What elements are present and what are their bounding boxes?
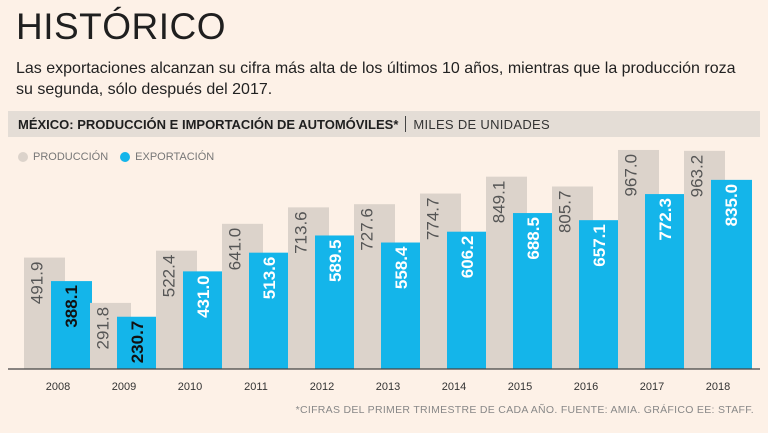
data-label-export-2015: 688.5 — [524, 217, 543, 260]
chart-units: MILES DE UNIDADES — [413, 116, 550, 132]
data-label-production-2016: 805.7 — [556, 191, 575, 234]
bar-export-2017 — [645, 194, 686, 369]
data-label-production-2011: 641.0 — [226, 228, 245, 271]
data-label-export-2016: 657.1 — [590, 224, 609, 267]
data-label-export-2012: 589.5 — [326, 239, 345, 282]
page-subtitle: Las exportaciones alcanzan su cifra más … — [16, 60, 736, 98]
x-tick-label-2009: 2009 — [112, 381, 136, 393]
x-tick-label-2016: 2016 — [574, 381, 598, 393]
bar-export-2009 — [117, 316, 158, 369]
legend-item-export: EXPORTACIÓN — [120, 151, 214, 163]
data-label-production-2008: 491.9 — [28, 262, 47, 305]
chart-header-divider — [405, 116, 407, 132]
page-title: HISTÓRICO — [16, 6, 227, 47]
data-label-export-2018: 835.0 — [722, 184, 741, 227]
legend-label-production: PRODUCCIÓN — [33, 151, 109, 163]
data-label-export-2008: 388.1 — [62, 285, 81, 328]
x-tick-label-2011: 2011 — [244, 381, 268, 393]
bar-export-2010 — [183, 271, 224, 369]
x-tick-label-2012: 2012 — [310, 381, 334, 393]
data-label-export-2011: 513.6 — [260, 257, 279, 300]
chart-legend: PRODUCCIÓN EXPORTACIÓN — [18, 151, 226, 163]
bar-export-2016 — [579, 220, 620, 369]
data-label-production-2012: 713.6 — [292, 211, 311, 254]
x-tick-label-2008: 2008 — [46, 381, 70, 393]
data-label-export-2013: 558.4 — [392, 246, 411, 289]
bar-export-2012 — [315, 235, 356, 369]
data-label-export-2014: 606.2 — [458, 236, 477, 279]
legend-swatch-production — [18, 152, 28, 162]
bar-export-2018 — [711, 179, 752, 369]
bar-export-2008 — [51, 281, 92, 369]
data-label-production-2013: 727.6 — [358, 208, 377, 251]
bar-export-2014 — [447, 231, 488, 369]
data-label-production-2010: 522.4 — [160, 255, 179, 298]
x-tick-label-2018: 2018 — [706, 381, 730, 393]
bar-export-2015 — [513, 213, 554, 369]
bar-export-2013 — [381, 242, 422, 369]
data-label-production-2009: 291.8 — [94, 307, 113, 350]
x-tick-label-2013: 2013 — [376, 381, 400, 393]
data-label-production-2014: 774.7 — [424, 198, 443, 241]
x-tick-label-2015: 2015 — [508, 381, 532, 393]
chart-header: MÉXICO: PRODUCCIÓN E IMPORTACIÓN DE AUTO… — [8, 111, 760, 137]
data-label-export-2009: 230.7 — [128, 321, 147, 364]
data-label-export-2010: 431.0 — [194, 275, 213, 318]
legend-label-export: EXPORTACIÓN — [135, 151, 215, 163]
x-tick-label-2017: 2017 — [640, 381, 664, 393]
data-label-export-2017: 772.3 — [656, 198, 675, 241]
x-tick-label-2014: 2014 — [442, 381, 466, 393]
bar-export-2011 — [249, 252, 290, 369]
data-label-production-2018: 963.2 — [688, 155, 707, 198]
data-label-production-2017: 967.0 — [622, 154, 641, 197]
chart-title: MÉXICO: PRODUCCIÓN E IMPORTACIÓN DE AUTO… — [18, 116, 399, 132]
data-label-production-2015: 849.1 — [490, 181, 509, 224]
legend-swatch-export — [120, 152, 131, 162]
legend-item-production: PRODUCCIÓN — [18, 151, 108, 163]
x-tick-label-2010: 2010 — [178, 381, 202, 393]
footnote: *CIFRAS DEL PRIMER TRIMESTRE DE CADA AÑO… — [295, 404, 754, 416]
